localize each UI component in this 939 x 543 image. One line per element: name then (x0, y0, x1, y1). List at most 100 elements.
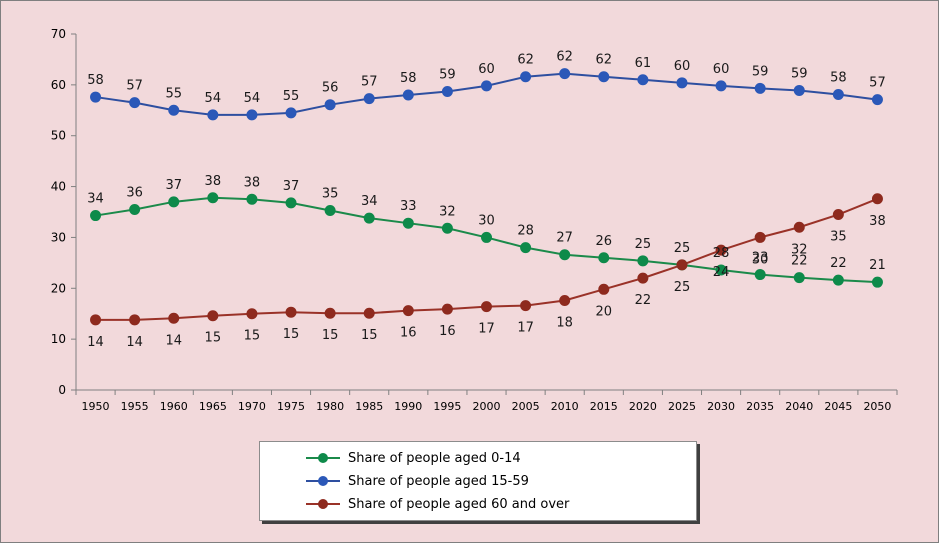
data-label-15-59: 57 (869, 76, 886, 91)
legend-item-0-14: Share of people aged 0-14 (306, 448, 521, 468)
data-point-15-59 (90, 91, 102, 103)
data-label-0-14: 23 (752, 251, 769, 266)
data-point-60-plus (129, 314, 141, 326)
data-point-60-plus (520, 300, 532, 312)
legend-swatch-60-plus (306, 499, 340, 509)
data-point-60-plus (246, 308, 258, 320)
data-point-15-59 (402, 89, 414, 101)
data-point-15-59 (285, 107, 297, 119)
data-label-15-59: 57 (361, 75, 378, 90)
y-tick-label: 70 (51, 27, 66, 41)
data-label-15-59: 58 (400, 71, 417, 86)
data-label-15-59: 56 (322, 81, 339, 96)
data-label-0-14: 34 (361, 194, 378, 209)
x-tick-label: 2035 (746, 400, 774, 413)
data-point-0-14 (207, 192, 219, 204)
data-point-60-plus (324, 307, 336, 319)
data-point-0-14 (559, 249, 571, 261)
data-point-60-plus (754, 231, 766, 243)
x-tick-label: 1995 (433, 400, 461, 413)
x-tick-label: 1960 (160, 400, 188, 413)
y-tick-label: 40 (51, 180, 66, 194)
x-tick-label: 2025 (668, 400, 696, 413)
x-tick-label: 1955 (121, 400, 149, 413)
data-labels: 34 36 37 38 38 37 35 34 33 32 30 28 27 26 25 25 28 23 22 22… (87, 50, 885, 350)
data-label-0-14: 33 (400, 199, 417, 214)
data-point-0-14 (793, 272, 805, 284)
data-label-60-plus: 16 (400, 326, 417, 341)
data-label-15-59: 61 (635, 56, 652, 71)
data-label-0-14: 26 (596, 234, 613, 249)
x-tick-label: 1975 (277, 400, 305, 413)
data-point-60-plus (715, 244, 727, 256)
legend-label-15-59: Share of people aged 15-59 (348, 473, 529, 489)
x-tick-label: 2020 (629, 400, 657, 413)
data-label-0-14: 34 (87, 192, 104, 207)
data-label-15-59: 57 (126, 79, 143, 94)
data-point-60-plus (481, 301, 492, 313)
data-point-60-plus (871, 193, 883, 205)
data-label-0-14: 36 (126, 185, 143, 200)
chart-legend: Share of people aged 0-14 Share of peopl… (259, 441, 697, 521)
x-tick-label: 2005 (512, 400, 540, 413)
data-point-60-plus (363, 307, 375, 319)
data-label-15-59: 58 (830, 71, 847, 86)
data-label-0-14: 37 (165, 178, 182, 193)
legend-item-60-plus: Share of people aged 60 and over (306, 494, 569, 514)
data-label-60-plus: 35 (830, 230, 847, 245)
data-point-0-14 (246, 193, 258, 205)
data-point-0-14 (324, 204, 336, 216)
data-point-0-14 (637, 255, 649, 267)
data-label-15-59: 62 (517, 53, 534, 68)
data-point-60-plus (285, 306, 297, 318)
data-label-60-plus: 25 (674, 280, 691, 295)
data-point-15-59 (324, 99, 336, 111)
data-point-15-59 (598, 71, 610, 83)
data-label-0-14: 32 (439, 204, 456, 219)
data-label-15-59: 59 (791, 66, 808, 81)
data-point-60-plus (676, 259, 688, 271)
data-point-60-plus (793, 221, 805, 233)
data-label-15-59: 62 (556, 50, 573, 65)
legend-swatch-15-59 (306, 476, 340, 486)
data-point-60-plus (90, 314, 102, 326)
data-point-15-59 (559, 68, 571, 80)
data-point-15-59 (441, 85, 453, 97)
data-point-0-14 (832, 274, 844, 286)
data-label-0-14: 30 (478, 213, 495, 228)
legend-label-60-plus: Share of people aged 60 and over (348, 496, 570, 512)
data-point-15-59 (715, 80, 727, 92)
data-label-0-14: 22 (830, 256, 847, 271)
data-label-0-14: 21 (869, 258, 886, 273)
legend-swatch-0-14 (306, 453, 340, 463)
data-label-15-59: 54 (244, 91, 261, 106)
data-point-60-plus (598, 283, 610, 295)
data-label-60-plus: 14 (165, 333, 182, 348)
legend-label-0-14: Share of people aged 0-14 (348, 450, 521, 466)
x-tick-label: 2045 (824, 400, 852, 413)
x-tick-label: 2000 (473, 400, 501, 413)
data-label-60-plus: 14 (126, 335, 143, 350)
data-label-60-plus: 30 (752, 252, 769, 267)
data-point-60-plus (168, 312, 180, 324)
data-label-0-14: 35 (322, 186, 339, 201)
y-tick-label: 50 (51, 129, 66, 143)
data-point-60-plus (832, 209, 844, 221)
data-point-15-59 (363, 93, 375, 105)
data-point-15-59 (676, 77, 688, 89)
data-point-0-14 (441, 222, 453, 234)
data-label-60-plus: 15 (361, 328, 378, 343)
data-label-15-59: 59 (752, 64, 769, 79)
data-label-60-plus: 15 (283, 327, 300, 342)
data-point-15-59 (207, 109, 219, 121)
x-tick-label: 2030 (707, 400, 735, 413)
x-tick-label: 2015 (590, 400, 618, 413)
data-label-60-plus: 38 (869, 214, 886, 229)
data-label-0-14: 28 (517, 224, 534, 239)
data-label-0-14: 25 (674, 241, 691, 256)
data-point-0-14 (598, 252, 610, 264)
chart-series (90, 68, 883, 326)
x-tick-label: 1980 (316, 400, 344, 413)
x-tick-label: 1970 (238, 400, 266, 413)
data-point-15-59 (754, 82, 766, 94)
